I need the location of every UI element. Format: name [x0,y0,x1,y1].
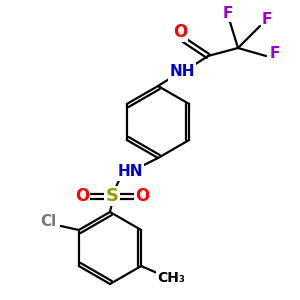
Text: S: S [106,187,118,205]
Text: F: F [223,5,233,20]
Text: CH₃: CH₃ [157,271,185,285]
Text: O: O [173,23,187,41]
Text: O: O [75,187,89,205]
Text: F: F [270,46,280,62]
Text: HN: HN [117,164,143,179]
Text: F: F [262,11,272,26]
Text: Cl: Cl [41,214,57,230]
Text: O: O [135,187,149,205]
Text: NH: NH [169,64,195,80]
